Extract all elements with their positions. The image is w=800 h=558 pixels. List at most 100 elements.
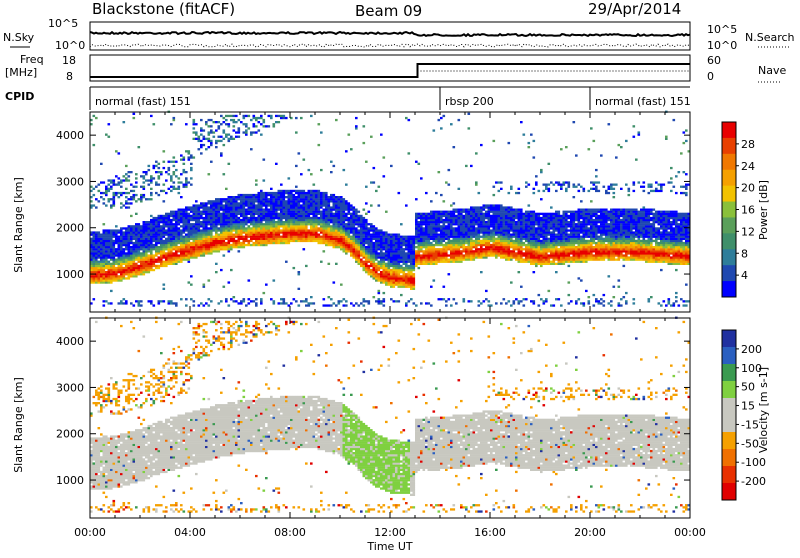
power-cell <box>138 269 141 271</box>
power-cell <box>353 217 356 219</box>
power-cell <box>368 227 371 229</box>
power-cell <box>223 227 226 229</box>
power-cell <box>133 198 136 200</box>
power-cell <box>105 261 108 263</box>
power-cell <box>488 252 491 254</box>
power-cell <box>478 250 481 252</box>
power-cell <box>158 223 161 225</box>
power-cell <box>465 215 468 217</box>
power-cell <box>248 127 251 129</box>
power-cell <box>460 215 463 217</box>
power-cell <box>483 242 486 244</box>
power-cell <box>135 200 138 202</box>
power-cell <box>318 238 321 240</box>
power-cell <box>270 215 273 217</box>
power-cell <box>363 261 366 263</box>
power-cell <box>348 209 351 211</box>
power-cell <box>488 231 491 233</box>
power-cell <box>405 240 408 242</box>
power-cell <box>148 263 151 265</box>
power-cell <box>403 271 406 273</box>
power-cell <box>218 198 221 200</box>
power-cell <box>308 221 311 223</box>
power-cell <box>203 202 206 204</box>
power-cell <box>130 252 133 254</box>
power-cell <box>118 263 121 265</box>
power-cell <box>260 134 263 136</box>
power-cell <box>490 234 493 236</box>
power-cell <box>420 213 423 215</box>
power-cell <box>138 250 141 252</box>
power-cell <box>203 223 206 225</box>
power-cell <box>448 231 451 233</box>
power-cell <box>455 261 458 263</box>
power-cell <box>253 223 256 225</box>
power-cell <box>498 213 501 215</box>
power-cell <box>463 248 466 250</box>
power-cell <box>93 188 96 190</box>
power-cell <box>345 246 348 248</box>
power-cell <box>505 223 508 225</box>
power-cell <box>325 240 328 242</box>
power-cell <box>328 204 331 206</box>
power-cell <box>500 188 503 190</box>
power-cell <box>445 238 448 240</box>
power-cell <box>403 284 406 286</box>
power-cell <box>395 271 398 273</box>
power-cell <box>120 252 123 254</box>
power-cell <box>350 244 353 246</box>
power-cell <box>348 204 351 206</box>
power-cell <box>95 263 98 265</box>
power-cell <box>403 240 406 242</box>
power-cell <box>130 198 133 200</box>
power-cell <box>218 221 221 223</box>
power-cell <box>373 181 376 183</box>
power-cell <box>153 229 156 231</box>
power-cell <box>400 267 403 269</box>
power-cell <box>293 200 296 202</box>
power-cell <box>453 246 456 248</box>
power-cell <box>128 261 131 263</box>
power-cell <box>503 209 506 211</box>
power-cell <box>260 206 263 208</box>
power-cell <box>398 259 401 261</box>
power-cell <box>468 211 471 213</box>
power-cell <box>240 238 243 240</box>
power-cell <box>413 286 416 288</box>
power-cell <box>240 198 243 200</box>
power-cell <box>340 242 343 244</box>
power-cell <box>455 250 458 252</box>
power-cell <box>470 236 473 238</box>
power-cell <box>300 300 303 302</box>
power-cell <box>488 223 491 225</box>
power-cell <box>493 240 496 242</box>
power-cell <box>475 250 478 252</box>
power-cell <box>418 225 421 227</box>
power-cell <box>410 267 413 269</box>
power-cell <box>355 259 358 261</box>
power-cell <box>515 298 518 300</box>
power-cell <box>208 240 211 242</box>
power-cell <box>155 254 158 256</box>
power-cell <box>500 240 503 242</box>
power-cell <box>285 211 288 213</box>
power-cell <box>143 267 146 269</box>
power-cell <box>340 248 343 250</box>
power-cell <box>158 267 161 269</box>
power-cell <box>120 229 123 231</box>
power-cell <box>473 256 476 258</box>
power-cell <box>123 269 126 271</box>
power-cell <box>288 198 291 200</box>
power-cell <box>398 244 401 246</box>
power-cell <box>150 221 153 223</box>
power-cell <box>383 236 386 238</box>
power-cell <box>375 279 378 281</box>
power-cell <box>428 227 431 229</box>
power-cell <box>425 219 428 221</box>
power-cell <box>470 242 473 244</box>
power-cell <box>205 231 208 233</box>
power-cell <box>395 273 398 275</box>
power-cell <box>93 238 96 240</box>
power-cell <box>413 256 416 258</box>
power-cell <box>440 219 443 221</box>
